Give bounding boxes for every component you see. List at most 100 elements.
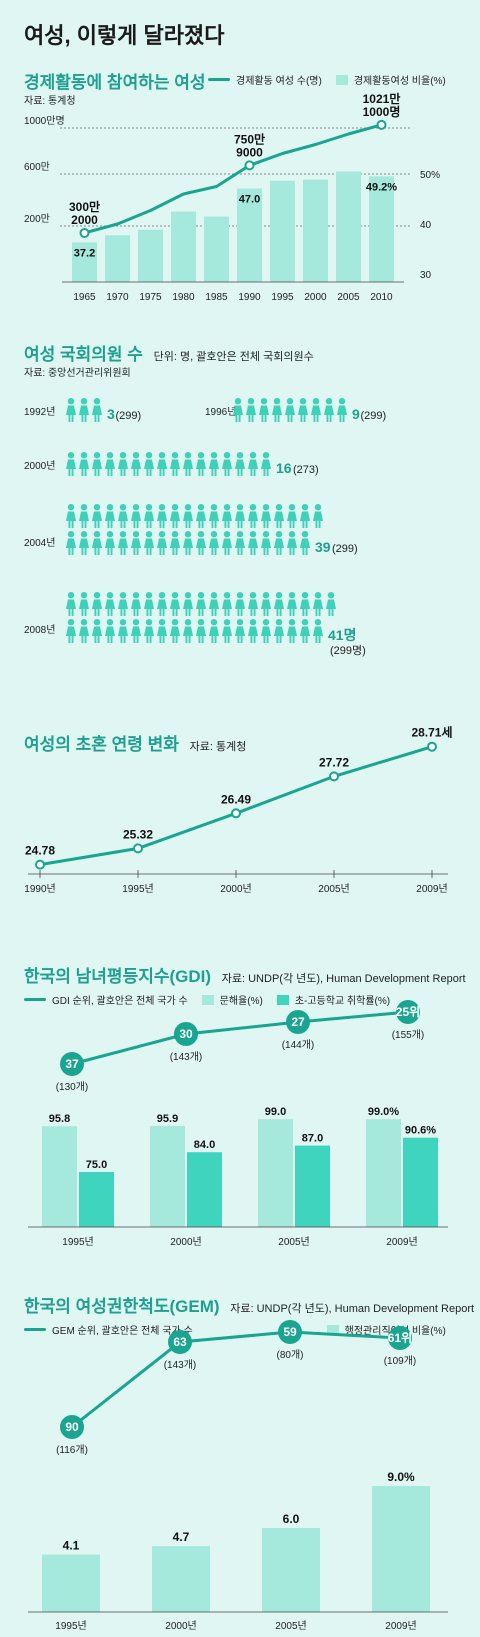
assembly-title: 여성 국회의원 수 단위: 명, 괄호안은 전체 국회의원수 — [24, 340, 314, 365]
person-icon — [105, 504, 115, 528]
marriage-chart: 1990년 1995년 2000년 2005년 2009년 24.78 25.32 26.49… — [24, 725, 452, 895]
x-tick-label: 1995년 — [122, 883, 153, 895]
person-icon — [170, 504, 180, 528]
x-tick-label: 1980 — [172, 292, 195, 303]
main-title: 여성, 이렇게 달라졌다 — [24, 23, 225, 48]
x-tick-label: 2005 — [337, 292, 360, 303]
person-icon — [105, 452, 115, 476]
bar-legend-icon — [335, 74, 348, 85]
rank-total-label: (116개) — [56, 1444, 88, 1456]
person-icon — [248, 531, 258, 555]
person-icon — [170, 452, 180, 476]
person-icon — [170, 531, 180, 555]
x-tick-label: 2000년 — [165, 1620, 196, 1632]
right-tick-label: 40 — [420, 220, 432, 231]
right-tick-label: 50% — [420, 170, 440, 181]
gdi-chart: 37 (130개) 30 (143개) 27 (144개) 25위 (155개) 95.8 75.… — [28, 1000, 448, 1248]
rank-label: 27 — [291, 1015, 305, 1029]
person-icon — [79, 398, 89, 422]
x-tick-label: 2009년 — [386, 1236, 417, 1248]
bar — [105, 235, 130, 282]
assembly-section: 여성 국회의원 수 단위: 명, 괄호안은 전체 국회의원수 자료: 중앙선거관… — [0, 340, 480, 690]
person-icon — [144, 452, 154, 476]
person-icon — [313, 504, 323, 528]
bar — [303, 179, 328, 282]
person-icon — [261, 504, 271, 528]
rank-marker — [286, 1010, 310, 1034]
rank-marker — [60, 1415, 84, 1439]
person-icon — [79, 592, 89, 616]
rank-label: 63 — [173, 1335, 187, 1349]
rank-total-label: (109개) — [384, 1355, 417, 1367]
row-count-label: 39 — [315, 539, 331, 555]
line-point — [231, 808, 241, 819]
person-icon — [287, 592, 297, 616]
bar1-legend-icon — [201, 994, 214, 1005]
x-tick-label: 1970 — [106, 292, 129, 303]
person-icon — [157, 504, 167, 528]
line-value-label: 26.49 — [221, 792, 251, 806]
person-icon — [196, 531, 206, 555]
assembly-title-text: 여성 국회의원 수 — [24, 345, 143, 364]
person-icon — [157, 619, 167, 643]
bar — [369, 176, 394, 282]
marriage-title: 여성의 초혼 연령 변화 자료: 통계청 — [24, 730, 246, 755]
econ-title: 경제활동에 참여하는 여성 — [24, 73, 206, 92]
person-icon — [196, 504, 206, 528]
bar-value-label: 99.0% — [368, 1106, 399, 1118]
marriage-source: 자료: 통계청 — [189, 741, 247, 753]
gem-legend-line-label: GEM 순위, 괄호안은 전체 국가 수 — [52, 1326, 193, 1337]
bar-enrollment — [295, 1145, 330, 1227]
x-tick-label: 2005년 — [318, 883, 349, 895]
line-value-label: 9000 — [236, 145, 263, 159]
right-tick-label: 30 — [420, 270, 432, 281]
person-icon — [209, 592, 219, 616]
line-point — [329, 771, 339, 782]
rank-total-label: (143개) — [170, 1051, 203, 1063]
person-icon — [66, 398, 76, 422]
gem-section: 한국의 여성권한척도(GEM) 자료: UNDP(각 년도), Human De… — [0, 1292, 480, 1632]
rank-total-label: (130개) — [56, 1081, 89, 1093]
row-total-label: (273) — [293, 464, 319, 476]
row-total-label: (299) — [116, 410, 142, 422]
person-icon — [300, 504, 310, 528]
x-tick-label: 1990년 — [24, 883, 55, 895]
line-value-label: 1021만 — [363, 91, 401, 106]
rank-marker — [168, 1330, 192, 1354]
row-year-label: 2004년 — [24, 537, 55, 549]
assembly-chart: 1992년 3 (299) 1996년 9 (299)2000년 16 (273)2004년 3… — [24, 398, 386, 657]
person-icon — [222, 504, 232, 528]
person-icon — [274, 504, 284, 528]
rank-marker — [396, 1000, 420, 1024]
person-icon — [66, 504, 76, 528]
x-tick-label: 2000 — [304, 292, 327, 303]
rank-label: 61위 — [388, 1331, 412, 1345]
gdi-title: 한국의 남녀평등지수(GDI) 자료: UNDP(각 년도), Human De… — [24, 962, 466, 987]
x-tick-label: 1965 — [73, 292, 96, 303]
rank-marker — [388, 1326, 412, 1350]
person-icon — [66, 531, 76, 555]
line-value-label: 27.72 — [319, 755, 349, 769]
person-icon — [105, 619, 115, 643]
x-tick-label: 2000년 — [220, 883, 251, 895]
person-icon — [287, 504, 297, 528]
left-tick-label: 1000만명 — [24, 115, 65, 127]
x-tick-label: 2009년 — [416, 883, 447, 895]
rank-total-label: (143개) — [164, 1359, 197, 1371]
person-icon — [261, 452, 271, 476]
line-legend-icon — [24, 1328, 46, 1331]
person-icon — [183, 619, 193, 643]
person-icon — [92, 398, 102, 422]
bar-value-label: 95.8 — [49, 1113, 70, 1125]
gem-title: 한국의 여성권한척도(GEM) 자료: UNDP(각 년도), Human De… — [24, 1292, 474, 1317]
bar-value-label: 6.0 — [283, 1512, 300, 1526]
line-value-label: 24.78 — [25, 844, 55, 858]
person-icon — [248, 619, 258, 643]
bar-literacy — [150, 1126, 185, 1227]
person-icon — [144, 619, 154, 643]
bar — [262, 1528, 320, 1612]
rank-total-label: (80개) — [277, 1349, 304, 1361]
bar-literacy — [258, 1119, 293, 1227]
person-icon — [209, 504, 219, 528]
person-icon — [261, 592, 271, 616]
